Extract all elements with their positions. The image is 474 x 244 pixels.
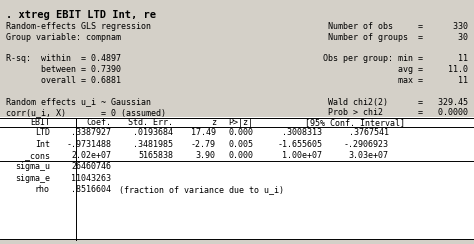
Text: Group variable: compnam: Group variable: compnam (6, 33, 121, 42)
Text: Random-effects GLS regression: Random-effects GLS regression (6, 22, 151, 31)
Text: R-sq:  within  = 0.4897: R-sq: within = 0.4897 (6, 54, 121, 63)
Text: Random effects u_i ~ Gaussian: Random effects u_i ~ Gaussian (6, 98, 151, 107)
Text: .0193684: .0193684 (133, 128, 173, 137)
Text: [95% Conf. Interval]: [95% Conf. Interval] (306, 118, 405, 127)
Text: Obs per group: min =       11: Obs per group: min = 11 (323, 54, 468, 63)
Text: .3481985: .3481985 (133, 140, 173, 149)
Text: 5165838: 5165838 (138, 151, 173, 160)
Text: 0.000: 0.000 (228, 151, 254, 160)
Text: 11043263: 11043263 (72, 173, 111, 183)
Text: z: z (210, 118, 216, 127)
Text: Int: Int (35, 140, 50, 149)
Text: .3387927: .3387927 (72, 128, 111, 137)
Text: rho: rho (35, 185, 50, 194)
Text: P>|z|: P>|z| (228, 118, 254, 127)
Text: max =       11: max = 11 (323, 76, 468, 85)
Text: avg =     11.0: avg = 11.0 (323, 65, 468, 74)
Text: -.2906923: -.2906923 (344, 140, 389, 149)
Text: Coef.: Coef. (86, 118, 111, 127)
Text: _cons: _cons (25, 151, 50, 160)
Text: 0.005: 0.005 (228, 140, 254, 149)
Text: 1.00e+07: 1.00e+07 (283, 151, 322, 160)
Text: . xtreg EBIT LTD Int, re: . xtreg EBIT LTD Int, re (6, 10, 156, 20)
Text: 3.03e+07: 3.03e+07 (349, 151, 389, 160)
Text: .3767541: .3767541 (349, 128, 389, 137)
Bar (0, 117, 474, 240)
Text: sigma_u: sigma_u (15, 162, 50, 171)
Text: Std. Err.: Std. Err. (128, 118, 173, 127)
Text: Number of obs     =      330: Number of obs = 330 (328, 22, 468, 31)
Text: 0.000: 0.000 (228, 128, 254, 137)
Text: .8516604: .8516604 (72, 185, 111, 194)
Text: (fraction of variance due to u_i): (fraction of variance due to u_i) (119, 185, 284, 194)
Text: 26460746: 26460746 (72, 162, 111, 171)
Text: .3008313: .3008313 (283, 128, 322, 137)
Text: 2.02e+07: 2.02e+07 (72, 151, 111, 160)
Text: overall = 0.6881: overall = 0.6881 (6, 76, 121, 85)
Text: corr(u_i, X)       = 0 (assumed): corr(u_i, X) = 0 (assumed) (6, 108, 166, 117)
Text: Wald chi2(2)      =   329.45: Wald chi2(2) = 329.45 (328, 98, 468, 107)
Text: 3.90: 3.90 (196, 151, 216, 160)
Text: -.9731488: -.9731488 (66, 140, 111, 149)
Text: 17.49: 17.49 (191, 128, 216, 137)
Text: between = 0.7390: between = 0.7390 (6, 65, 121, 74)
Text: LTD: LTD (35, 128, 50, 137)
Text: -2.79: -2.79 (191, 140, 216, 149)
Text: Prob > chi2       =   0.0000: Prob > chi2 = 0.0000 (328, 108, 468, 117)
Text: -1.655605: -1.655605 (277, 140, 322, 149)
Text: sigma_e: sigma_e (15, 173, 50, 183)
Text: EBIT: EBIT (30, 118, 50, 127)
Text: Number of groups  =       30: Number of groups = 30 (328, 33, 468, 42)
